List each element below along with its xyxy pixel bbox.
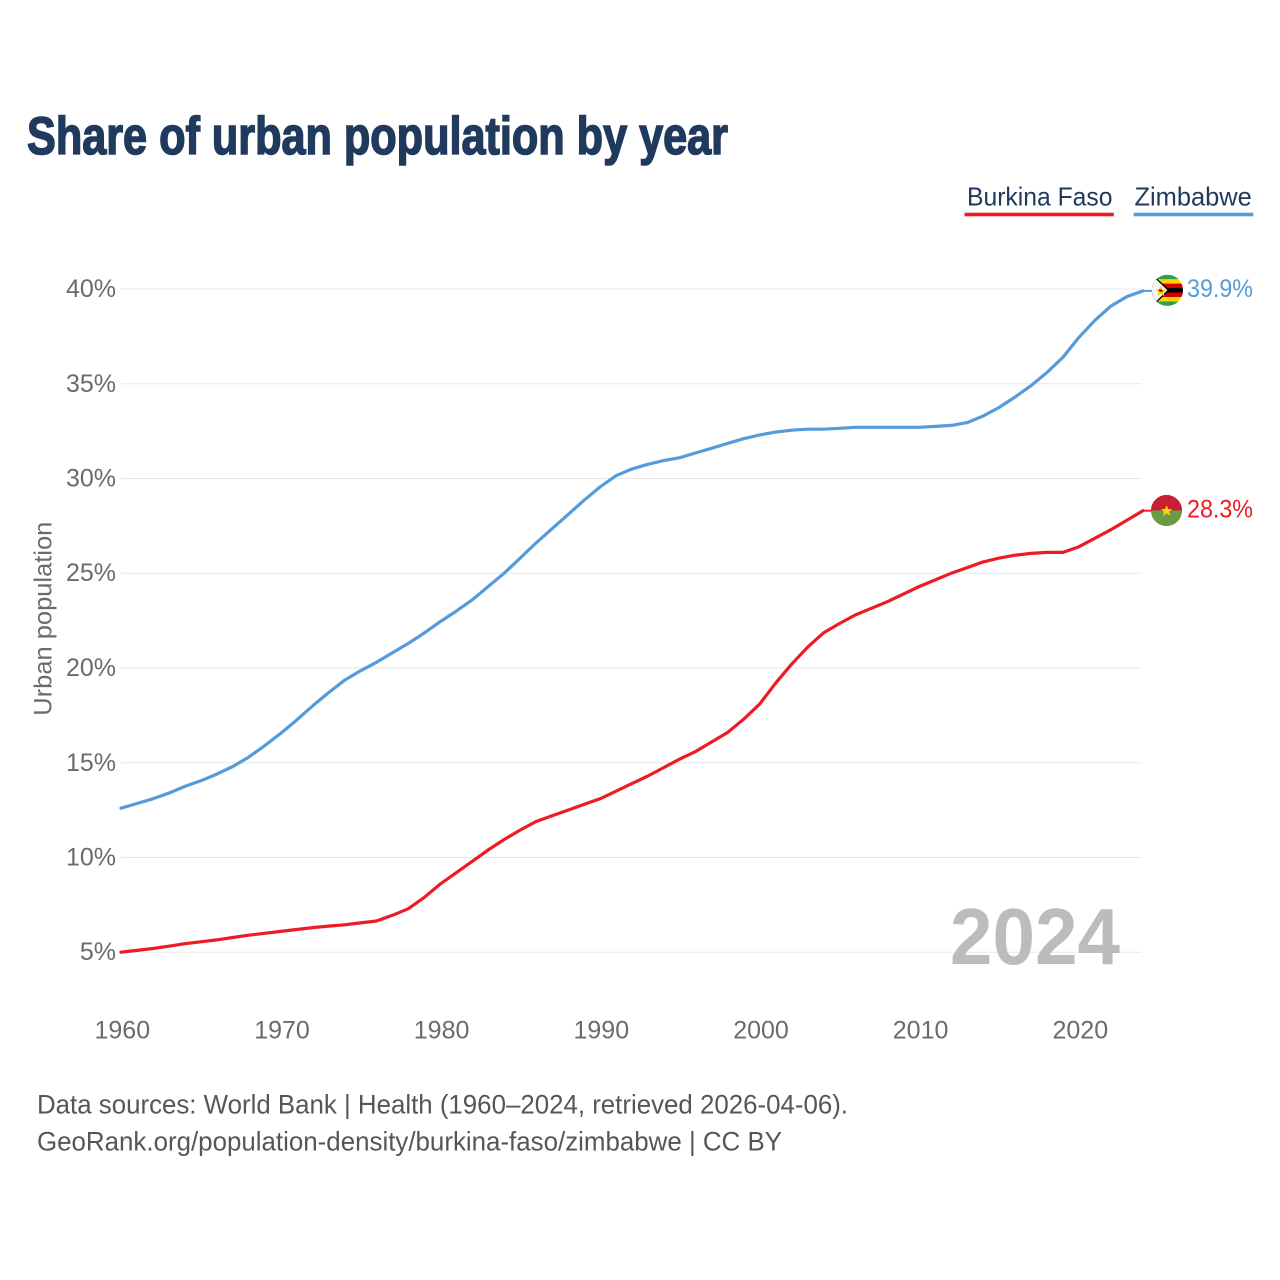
svg-text:28.3%: 28.3% xyxy=(1187,496,1253,524)
svg-text:1990: 1990 xyxy=(573,1017,629,1045)
svg-text:1960: 1960 xyxy=(94,1017,150,1045)
svg-text:2000: 2000 xyxy=(733,1017,789,1045)
svg-text:2024: 2024 xyxy=(950,892,1120,981)
svg-text:40%: 40% xyxy=(66,275,116,303)
svg-text:Data sources: World Bank | Hea: Data sources: World Bank | Health (1960–… xyxy=(37,1089,848,1119)
svg-text:1970: 1970 xyxy=(254,1017,310,1045)
svg-text:Zimbabwe: Zimbabwe xyxy=(1135,182,1252,212)
svg-text:20%: 20% xyxy=(66,654,116,682)
svg-text:25%: 25% xyxy=(66,559,116,587)
svg-text:Share of urban population by y: Share of urban population by year xyxy=(27,107,728,166)
svg-text:39.9%: 39.9% xyxy=(1187,275,1253,303)
svg-text:2010: 2010 xyxy=(893,1017,949,1045)
svg-text:1980: 1980 xyxy=(414,1017,470,1045)
svg-text:GeoRank.org/population-density: GeoRank.org/population-density/burkina-f… xyxy=(37,1127,782,1157)
svg-text:2020: 2020 xyxy=(1052,1017,1108,1045)
svg-text:5%: 5% xyxy=(80,938,116,966)
svg-text:Burkina Faso: Burkina Faso xyxy=(967,182,1113,212)
svg-text:30%: 30% xyxy=(66,465,116,493)
svg-text:15%: 15% xyxy=(66,749,116,777)
svg-text:35%: 35% xyxy=(66,370,116,398)
svg-text:10%: 10% xyxy=(66,844,116,872)
svg-text:Urban population: Urban population xyxy=(30,522,58,716)
